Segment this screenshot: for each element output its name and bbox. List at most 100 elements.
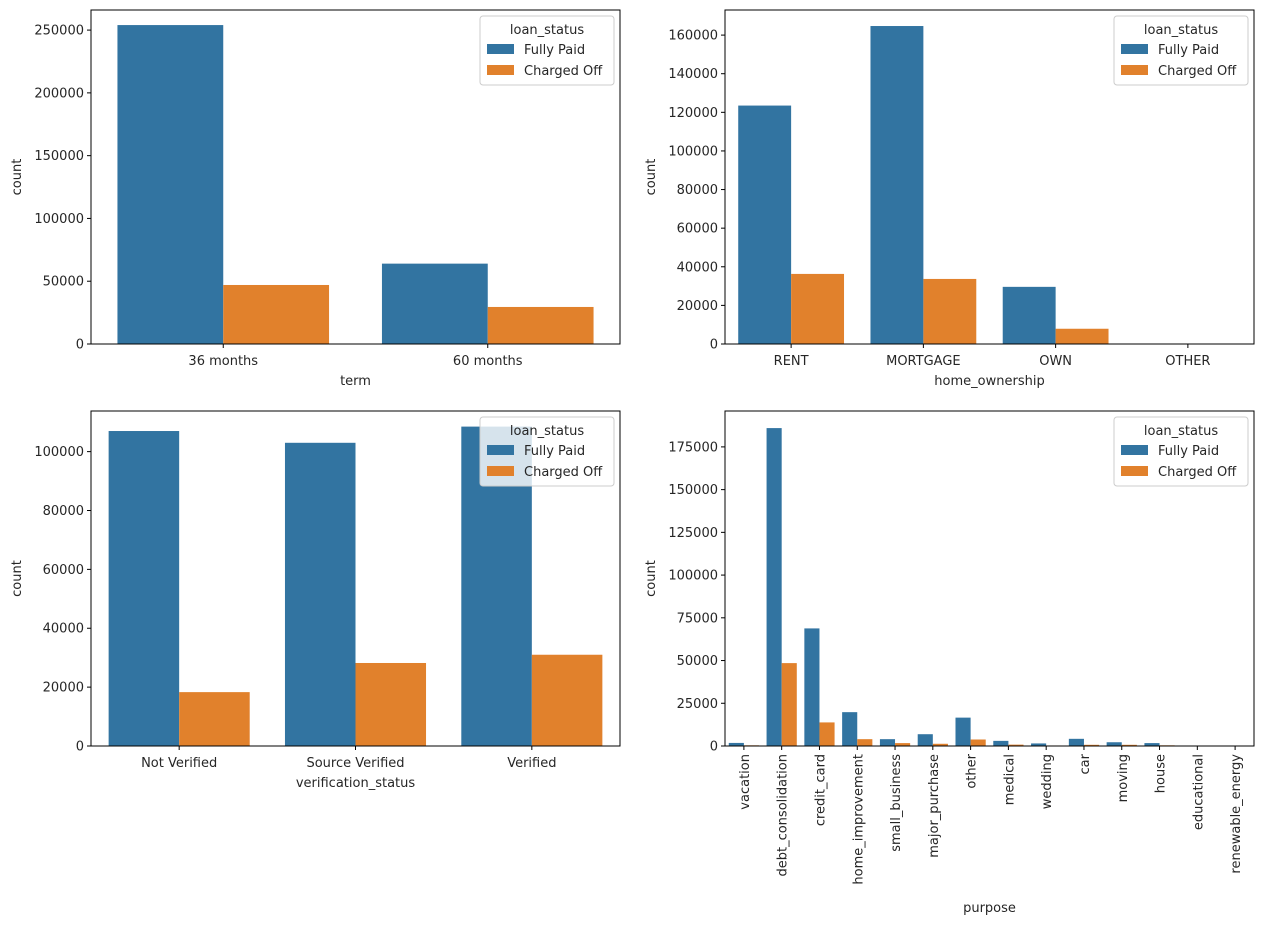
y-tick-label: 40000 bbox=[43, 622, 84, 637]
y-tick-label: 120000 bbox=[668, 106, 718, 121]
bar-fully-paid-3 bbox=[842, 712, 858, 746]
chart-1: 0 20000 40000 60000 80000 100000 120000 140000 1… bbox=[644, 9, 1255, 389]
x-tick-label: Source Verified bbox=[306, 756, 404, 771]
x-tick-label: Verified bbox=[507, 756, 556, 771]
x-tick-label: OTHER bbox=[1165, 354, 1210, 369]
bar-fully-paid-0 bbox=[117, 25, 224, 345]
y-tick-label: 60000 bbox=[677, 222, 718, 237]
x-tick-label: 60 months bbox=[453, 354, 523, 369]
legend-label-0: Fully Paid bbox=[1158, 43, 1219, 58]
y-tick-label: 100000 bbox=[34, 445, 84, 460]
y-tick-label: 140000 bbox=[668, 67, 718, 82]
y-tick-label: 150000 bbox=[668, 483, 718, 498]
chart-0: 0 50000 100000 150000 200000 250000 36 months 6… bbox=[10, 9, 621, 389]
x-tick-label: OWN bbox=[1039, 354, 1072, 369]
x-tick-label: 36 months bbox=[188, 354, 258, 369]
bar-charged-off-7 bbox=[1008, 744, 1024, 746]
x-axis-label: term bbox=[340, 374, 371, 389]
x-tick-label: MORTGAGE bbox=[886, 354, 961, 369]
legend-label-1: Charged Off bbox=[524, 64, 603, 79]
bar-fully-paid-7 bbox=[993, 740, 1009, 746]
y-axis-label: count bbox=[10, 560, 25, 597]
bar-charged-off-2 bbox=[1055, 328, 1109, 344]
y-tick-label: 175000 bbox=[668, 440, 718, 455]
bar-fully-paid-0 bbox=[108, 431, 180, 746]
legend-title: loan_status bbox=[1144, 424, 1218, 439]
bar-fully-paid-8 bbox=[1031, 743, 1047, 746]
y-tick-label: 0 bbox=[710, 740, 718, 755]
legend: loan_status Fully Paid Charged Off bbox=[1113, 416, 1249, 487]
x-tick-label: house bbox=[1154, 754, 1169, 793]
legend: loan_status Fully Paid Charged Off bbox=[479, 416, 615, 487]
x-tick-label: moving bbox=[1116, 754, 1131, 802]
y-tick-label: 150000 bbox=[34, 149, 84, 164]
x-tick-label: educational bbox=[1191, 754, 1206, 830]
bar-fully-paid-1 bbox=[766, 428, 782, 746]
y-tick-label: 50000 bbox=[43, 275, 84, 290]
legend-title: loan_status bbox=[510, 23, 584, 38]
x-tick-label: Not Verified bbox=[141, 756, 217, 771]
legend-label-1: Charged Off bbox=[1158, 465, 1237, 480]
legend-title: loan_status bbox=[510, 424, 584, 439]
y-tick-label: 125000 bbox=[668, 526, 718, 541]
x-tick-label: wedding bbox=[1040, 754, 1055, 809]
axes-frame bbox=[724, 410, 1255, 747]
bar-charged-off-2 bbox=[531, 654, 603, 746]
x-axis-label: home_ownership bbox=[934, 374, 1044, 389]
bar-fully-paid-1 bbox=[381, 263, 488, 344]
legend-swatch-1 bbox=[1121, 466, 1148, 476]
legend-swatch-1 bbox=[487, 466, 514, 476]
legend-swatch-0 bbox=[487, 44, 514, 54]
y-tick-label: 160000 bbox=[668, 29, 718, 44]
legend-label-0: Fully Paid bbox=[524, 43, 585, 58]
bar-charged-off-0 bbox=[791, 273, 845, 344]
y-tick-label: 250000 bbox=[34, 24, 84, 39]
bar-charged-off-2 bbox=[819, 722, 835, 746]
x-axis-label: verification_status bbox=[296, 776, 416, 791]
y-tick-label: 100000 bbox=[668, 569, 718, 584]
bar-charged-off-1 bbox=[781, 663, 797, 746]
bar-charged-off-6 bbox=[970, 739, 986, 746]
bar-charged-off-4 bbox=[895, 743, 911, 746]
legend-title: loan_status bbox=[1144, 23, 1218, 38]
bar-charged-off-1 bbox=[923, 278, 977, 344]
bar-fully-paid-10 bbox=[1106, 742, 1122, 746]
x-tick-label: RENT bbox=[774, 354, 809, 369]
y-tick-label: 0 bbox=[76, 338, 84, 353]
legend-label-1: Charged Off bbox=[524, 465, 603, 480]
bar-charged-off-1 bbox=[355, 662, 427, 746]
y-tick-label: 0 bbox=[710, 338, 718, 353]
bar-fully-paid-9 bbox=[1068, 738, 1084, 746]
x-tick-label: car bbox=[1078, 753, 1093, 774]
y-axis-label: count bbox=[644, 159, 659, 196]
x-tick-label: vacation bbox=[738, 754, 753, 810]
legend-swatch-1 bbox=[487, 65, 514, 75]
bar-fully-paid-0 bbox=[738, 105, 792, 345]
bar-fully-paid-2 bbox=[1002, 286, 1056, 344]
bar-charged-off-0 bbox=[179, 692, 250, 746]
x-tick-label: home_improvement bbox=[851, 754, 866, 885]
y-tick-label: 40000 bbox=[677, 260, 718, 275]
y-tick-label: 60000 bbox=[43, 563, 84, 578]
y-tick-label: 20000 bbox=[677, 299, 718, 314]
x-tick-label: renewable_energy bbox=[1229, 754, 1244, 874]
bar-fully-paid-1 bbox=[870, 26, 924, 344]
x-tick-label: other bbox=[965, 753, 980, 788]
chart-3: 0 25000 50000 75000 100000 125000 150000 175000… bbox=[644, 410, 1255, 916]
legend: loan_status Fully Paid Charged Off bbox=[1113, 15, 1249, 86]
legend-swatch-0 bbox=[1121, 44, 1148, 54]
x-tick-label: credit_card bbox=[813, 754, 828, 826]
bar-charged-off-0 bbox=[223, 284, 330, 344]
y-tick-label: 80000 bbox=[43, 504, 84, 519]
bar-fully-paid-1 bbox=[284, 442, 356, 746]
y-tick-label: 100000 bbox=[34, 212, 84, 227]
bar-fully-paid-11 bbox=[1144, 743, 1160, 746]
y-tick-label: 75000 bbox=[677, 611, 718, 626]
y-tick-label: 50000 bbox=[677, 654, 718, 669]
legend-swatch-0 bbox=[487, 445, 514, 455]
y-tick-label: 0 bbox=[76, 740, 84, 755]
y-tick-label: 200000 bbox=[34, 86, 84, 101]
bar-charged-off-9 bbox=[1083, 744, 1100, 746]
bar-fully-paid-2 bbox=[804, 628, 820, 746]
